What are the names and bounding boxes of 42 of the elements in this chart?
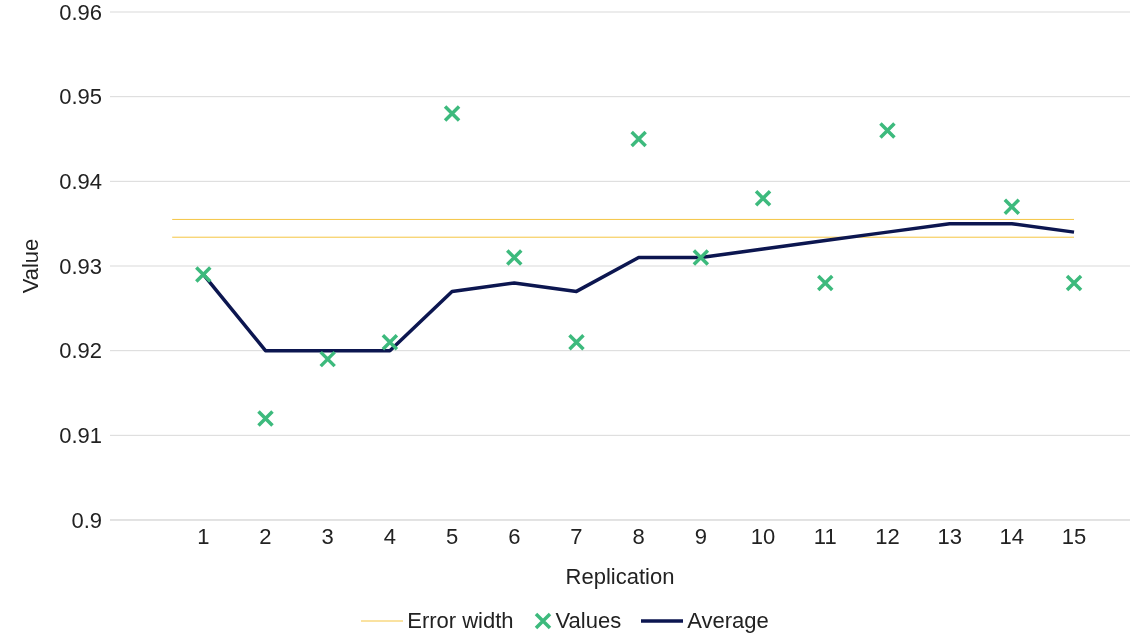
point <box>381 333 399 351</box>
x-tick-label: 12 <box>875 523 900 549</box>
point <box>443 104 461 123</box>
point <box>754 189 772 208</box>
point <box>505 248 524 267</box>
x-tick-label: 15 <box>1061 523 1087 549</box>
line-series <box>201 221 1076 353</box>
legend-label: Values <box>555 608 622 634</box>
x-tick-label: 11 <box>813 523 837 549</box>
y-tick-label: 0.92 <box>59 338 102 364</box>
x-tick-label: 10 <box>750 523 776 549</box>
point <box>878 121 897 140</box>
legend-label: Error width <box>407 608 514 634</box>
point <box>1065 274 1083 292</box>
point <box>629 130 648 148</box>
point <box>194 265 213 284</box>
x-tick-label: 8 <box>632 523 645 549</box>
x-tick-label: 5 <box>445 523 459 549</box>
y-tick-label: 0.93 <box>59 253 102 279</box>
x-tick-label: 2 <box>259 523 272 549</box>
x-tick-label: 7 <box>570 523 583 549</box>
y-tick-label: 0.91 <box>59 423 102 449</box>
point <box>692 248 710 267</box>
point <box>816 274 834 292</box>
x-tick-label: 13 <box>937 523 962 549</box>
x-tick-label: 14 <box>999 523 1025 549</box>
y-tick-label: 0.94 <box>59 169 102 195</box>
x-tick-label: 3 <box>321 523 334 549</box>
point <box>256 409 275 428</box>
x-axis-title: Replication <box>565 564 675 589</box>
y-tick-label: 0.9 <box>71 507 102 533</box>
x-tick-label: 9 <box>694 523 707 549</box>
y-axis-title: Value <box>17 238 43 294</box>
y-tick-label: 0.96 <box>59 0 102 25</box>
point <box>567 333 586 351</box>
x-tick-label: 6 <box>508 523 521 549</box>
x-tick-label: 4 <box>383 523 396 549</box>
point <box>318 350 337 368</box>
point <box>1003 197 1021 216</box>
x-tick-label: 1 <box>197 523 210 549</box>
legend-label: Average <box>687 608 769 634</box>
y-tick-label: 0.95 <box>59 84 102 110</box>
